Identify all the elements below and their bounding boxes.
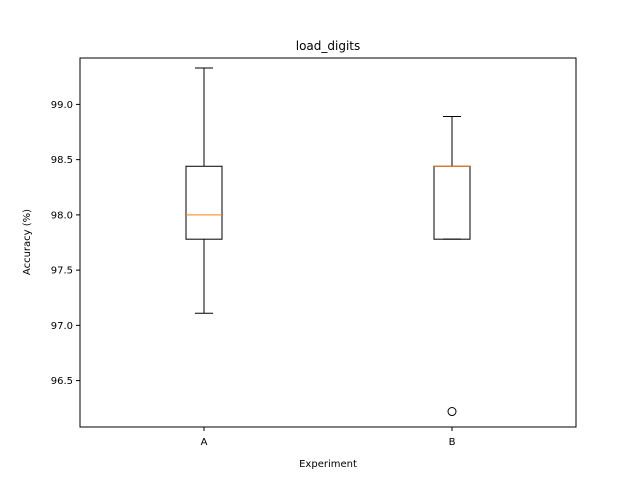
plot-area: 96.5 97.0 97.5 98.0 98.5 99.0 A B: [51, 67, 471, 448]
y-tick-label: 97.0: [51, 321, 73, 332]
y-tick-label: 96.5: [51, 376, 73, 387]
y-axis-label: Accuracy (%): [22, 209, 33, 275]
axes-frame: [79, 57, 577, 428]
x-tick-label: B: [449, 437, 456, 448]
y-tick-label: 98.5: [51, 155, 73, 166]
y-tick-label: 98.0: [51, 210, 73, 221]
y-tick-label: 99.0: [51, 100, 73, 111]
box-A: [185, 165, 223, 240]
x-tick-label: A: [201, 437, 208, 448]
y-tick-label: 97.5: [51, 266, 73, 277]
outlier-point: [447, 407, 457, 417]
x-axis-label: Experiment: [299, 459, 357, 470]
chart-title: load_digits: [296, 39, 361, 53]
